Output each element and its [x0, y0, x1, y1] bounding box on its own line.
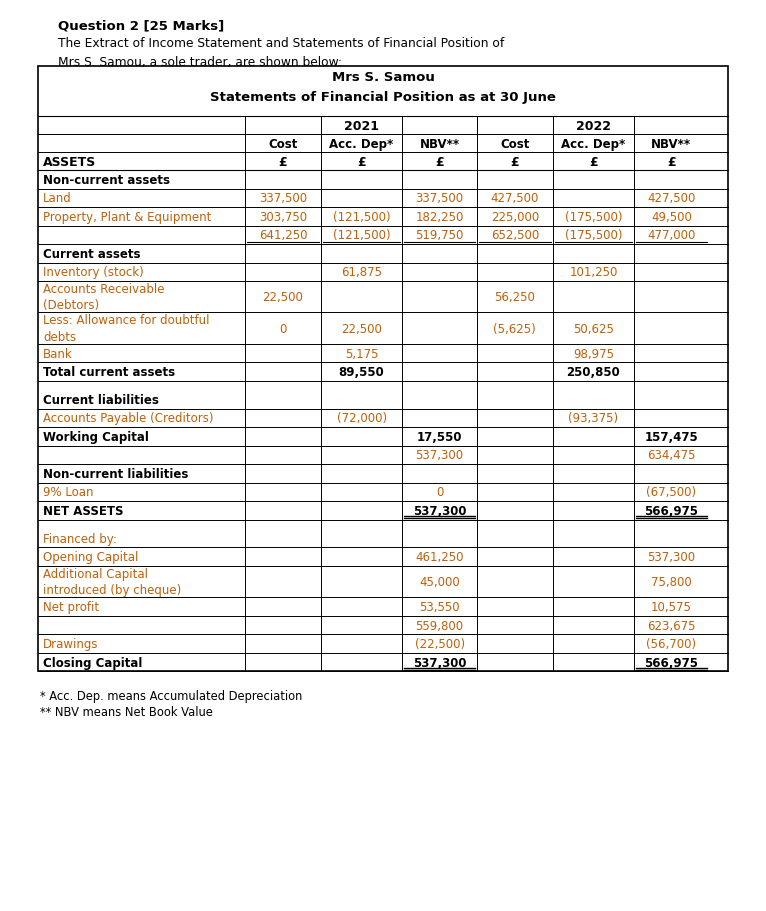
Text: (121,500): (121,500) — [332, 229, 391, 242]
Text: 250,850: 250,850 — [567, 365, 620, 379]
Text: Mrs S. Samou: Mrs S. Samou — [332, 70, 434, 84]
Text: 634,475: 634,475 — [647, 449, 696, 462]
Text: Acc. Dep*: Acc. Dep* — [561, 138, 626, 150]
Text: Current assets: Current assets — [43, 248, 140, 261]
Text: (175,500): (175,500) — [565, 229, 622, 242]
Text: 652,500: 652,500 — [491, 229, 539, 242]
Text: 427,500: 427,500 — [490, 192, 539, 205]
Text: 2022: 2022 — [576, 119, 611, 132]
Text: Opening Capital: Opening Capital — [43, 550, 139, 564]
Text: 303,750: 303,750 — [259, 210, 307, 223]
Text: 98,975: 98,975 — [573, 347, 614, 360]
Text: 623,675: 623,675 — [647, 619, 696, 632]
Text: (56,700): (56,700) — [647, 638, 696, 650]
Text: Bank: Bank — [43, 347, 73, 360]
Text: 566,975: 566,975 — [644, 656, 699, 669]
Text: 566,975: 566,975 — [644, 505, 699, 517]
Text: 22,500: 22,500 — [341, 322, 382, 335]
Text: 537,300: 537,300 — [415, 449, 463, 462]
Text: NBV**: NBV** — [651, 138, 692, 150]
Text: Inventory (stock): Inventory (stock) — [43, 266, 144, 279]
Text: Land: Land — [43, 192, 72, 205]
Text: 45,000: 45,000 — [419, 576, 460, 589]
Text: 641,250: 641,250 — [259, 229, 307, 242]
Text: Less: Allowance for doubtful
debts: Less: Allowance for doubtful debts — [43, 314, 209, 343]
Text: Total current assets: Total current assets — [43, 365, 175, 379]
Text: 0: 0 — [436, 486, 444, 499]
Text: Closing Capital: Closing Capital — [43, 656, 142, 669]
Text: Drawings: Drawings — [43, 638, 99, 650]
Text: NET ASSETS: NET ASSETS — [43, 505, 123, 517]
Text: ASSETS: ASSETS — [43, 156, 97, 169]
Text: 337,500: 337,500 — [259, 192, 307, 205]
Text: 89,550: 89,550 — [339, 365, 385, 379]
Text: Cost: Cost — [500, 138, 529, 150]
Text: (5,625): (5,625) — [493, 322, 536, 335]
Text: 537,300: 537,300 — [413, 656, 466, 669]
Text: Working Capital: Working Capital — [43, 430, 149, 444]
Text: 519,750: 519,750 — [415, 229, 463, 242]
Text: Net profit: Net profit — [43, 600, 99, 613]
Text: £: £ — [279, 156, 287, 169]
Text: Cost: Cost — [268, 138, 298, 150]
Text: (175,500): (175,500) — [565, 210, 622, 223]
Text: £: £ — [667, 156, 676, 169]
Text: (72,000): (72,000) — [336, 412, 387, 425]
Text: 22,500: 22,500 — [263, 291, 303, 304]
Text: 225,000: 225,000 — [491, 210, 539, 223]
Text: 427,500: 427,500 — [647, 192, 696, 205]
Text: 461,250: 461,250 — [415, 550, 464, 564]
Text: (93,375): (93,375) — [568, 412, 618, 425]
Text: Accounts Payable (Creditors): Accounts Payable (Creditors) — [43, 412, 214, 425]
Text: Non-current liabilities: Non-current liabilities — [43, 467, 188, 480]
Text: £: £ — [435, 156, 444, 169]
Text: Acc. Dep*: Acc. Dep* — [329, 138, 394, 150]
Text: Financed by:: Financed by: — [43, 532, 117, 545]
Text: 10,575: 10,575 — [651, 600, 692, 613]
Text: 477,000: 477,000 — [647, 229, 696, 242]
Text: Statements of Financial Position as at 30 June: Statements of Financial Position as at 3… — [210, 90, 556, 103]
Text: 537,300: 537,300 — [647, 550, 696, 564]
Text: Property, Plant & Equipment: Property, Plant & Equipment — [43, 210, 211, 223]
Text: 61,875: 61,875 — [341, 266, 382, 279]
Bar — [38, 67, 728, 671]
Text: 101,250: 101,250 — [569, 266, 617, 279]
Text: Non-current assets: Non-current assets — [43, 174, 170, 187]
Text: 559,800: 559,800 — [415, 619, 463, 632]
Text: 53,550: 53,550 — [419, 600, 460, 613]
Text: 75,800: 75,800 — [651, 576, 692, 589]
Text: (22,500): (22,500) — [414, 638, 465, 650]
Text: 17,550: 17,550 — [417, 430, 463, 444]
Text: ** NBV means Net Book Value: ** NBV means Net Book Value — [40, 706, 213, 719]
Text: 337,500: 337,500 — [415, 192, 463, 205]
Text: The Extract of Income Statement and Statements of Financial Position of
Mrs S. S: The Extract of Income Statement and Stat… — [58, 37, 504, 68]
Text: 50,625: 50,625 — [573, 322, 614, 335]
Text: £: £ — [357, 156, 366, 169]
Text: 157,475: 157,475 — [644, 430, 699, 444]
Text: Current liabilities: Current liabilities — [43, 394, 159, 406]
Text: 2021: 2021 — [344, 119, 379, 132]
Text: (67,500): (67,500) — [647, 486, 696, 499]
Text: £: £ — [589, 156, 597, 169]
Text: Additional Capital
introduced (by cheque): Additional Capital introduced (by cheque… — [43, 568, 182, 597]
Text: Question 2 [25 Marks]: Question 2 [25 Marks] — [58, 19, 224, 32]
Text: NBV**: NBV** — [420, 138, 460, 150]
Text: * Acc. Dep. means Accumulated Depreciation: * Acc. Dep. means Accumulated Depreciati… — [40, 690, 303, 702]
Text: Accounts Receivable
(Debtors): Accounts Receivable (Debtors) — [43, 282, 165, 312]
Text: 0: 0 — [280, 322, 286, 335]
Text: 5,175: 5,175 — [345, 347, 378, 360]
Text: 182,250: 182,250 — [415, 210, 463, 223]
Text: 537,300: 537,300 — [413, 505, 466, 517]
Text: 49,500: 49,500 — [651, 210, 692, 223]
Text: 56,250: 56,250 — [494, 291, 535, 304]
Text: £: £ — [510, 156, 519, 169]
Text: (121,500): (121,500) — [332, 210, 391, 223]
Text: 9% Loan: 9% Loan — [43, 486, 93, 499]
